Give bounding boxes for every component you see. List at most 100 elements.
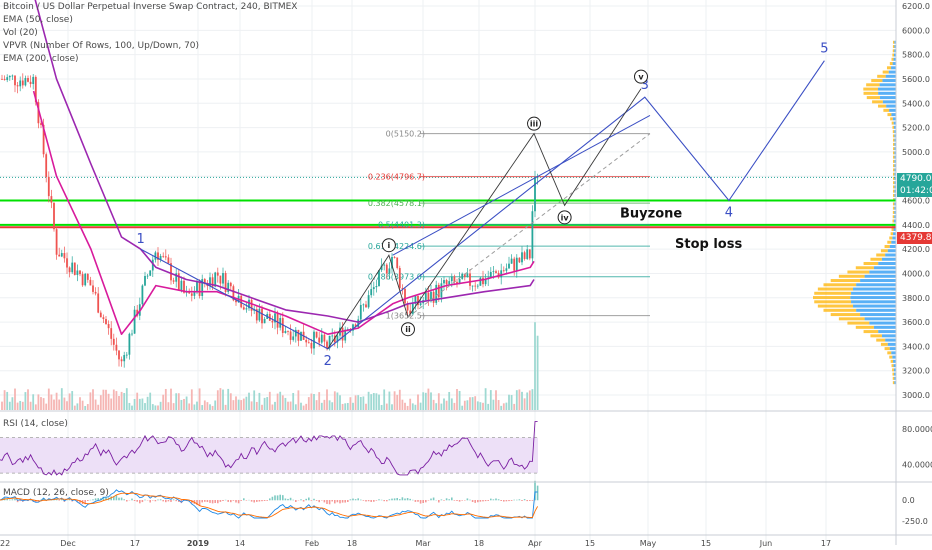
volume-bar <box>380 404 383 410</box>
volume-bar <box>53 399 55 410</box>
vpvr-row-down <box>892 53 895 57</box>
indicator-vpvr-label[interactable]: VPVR (Number Of Rows, 100, Up/Down, 70) <box>3 41 200 51</box>
volume-bar <box>404 402 406 410</box>
candle-body <box>492 271 495 273</box>
vpvr-row-up <box>894 185 896 189</box>
volume-bar <box>320 402 323 410</box>
macd-histogram-bar <box>414 500 417 502</box>
candle-body <box>24 78 27 86</box>
volume-bar <box>190 389 193 410</box>
macd-histogram-bar <box>469 499 471 501</box>
time-tick-label: 22 <box>0 539 10 548</box>
volume-bar <box>92 389 94 410</box>
candle-body <box>170 263 172 281</box>
volume-bar <box>534 322 536 410</box>
vpvr-row-down <box>892 147 895 151</box>
candle-body <box>414 295 417 304</box>
vpvr-row-up <box>885 253 896 257</box>
volume-bar <box>198 388 201 410</box>
macd-histogram-bar <box>131 498 133 501</box>
indicator-ema50-label[interactable]: EMA (50, close) <box>3 15 73 25</box>
rsi-label[interactable]: RSI (14, close) <box>3 419 68 429</box>
vpvr-row-down <box>892 176 895 180</box>
indicator-volume-label[interactable]: Vol (20) <box>3 28 38 38</box>
candle-body <box>102 317 105 320</box>
indicator-ema200-label[interactable]: EMA (200, close) <box>3 54 79 64</box>
volume-bar <box>323 399 326 410</box>
candle-body <box>510 258 513 264</box>
macd-histogram-bar <box>97 498 99 501</box>
candle-body <box>201 279 204 296</box>
candle-body <box>523 252 526 259</box>
volume-bar <box>216 390 219 410</box>
macd-histogram-bar <box>391 498 393 501</box>
macd-histogram-bar <box>222 500 224 501</box>
vpvr-row-down <box>830 313 861 317</box>
macd-label[interactable]: MACD (12, 26, close, 9) <box>3 488 109 498</box>
vpvr-row-down <box>887 351 892 355</box>
rsi-pane[interactable] <box>0 421 538 476</box>
candle-body <box>63 253 66 259</box>
candle-body <box>227 282 230 292</box>
candle-body <box>417 295 419 306</box>
candle-body <box>352 324 354 331</box>
vpvr-row-down <box>891 121 894 125</box>
price-tick-label: 5400.0 <box>902 99 930 108</box>
volume-bar <box>268 391 271 410</box>
vpvr-row-down <box>878 104 887 108</box>
volume-bar <box>279 391 282 410</box>
time-tick-label: 18 <box>474 539 484 548</box>
subwave-label: iv <box>561 213 570 222</box>
macd-histogram-bar <box>526 500 528 502</box>
vpvr-row-down <box>892 193 895 197</box>
macd-histogram-bar <box>206 500 209 503</box>
candle-body <box>3 79 6 81</box>
volume-bar <box>86 404 89 410</box>
vpvr-row-down <box>863 87 879 91</box>
candle-body <box>183 280 185 293</box>
volume-bar <box>120 391 123 410</box>
vpvr-row-up <box>894 176 896 180</box>
candle-body <box>42 124 45 155</box>
volume-bar <box>24 392 27 410</box>
candle-body <box>167 257 170 264</box>
volume-bar <box>414 404 417 410</box>
volume-bar <box>206 402 209 410</box>
candle-body <box>73 262 76 275</box>
vpvr-row-up <box>878 262 896 266</box>
candle-body <box>193 292 196 296</box>
candle-body <box>34 76 37 103</box>
macd-histogram-bar <box>84 500 86 505</box>
volume-bar <box>500 405 503 410</box>
macd-histogram-bar <box>289 497 292 501</box>
vpvr-row-up <box>894 189 896 193</box>
vpvr-row-up <box>894 49 896 53</box>
elliott-wave-label: 2 <box>324 354 332 369</box>
fibonacci-retracement[interactable]: 0(5150.2) 0.236(4796.7) 0.382(4578.1) 0.5(4… <box>368 130 650 321</box>
candle-body <box>45 154 48 177</box>
vpvr-row-up <box>860 279 896 283</box>
vpvr-row-down <box>892 376 895 380</box>
macd-pane[interactable] <box>0 480 539 519</box>
candle-body <box>432 291 435 303</box>
vpvr-row-down <box>889 236 893 240</box>
vpvr-row-down <box>892 210 895 214</box>
candle-body <box>107 324 110 329</box>
price-tick-label: 6200.0 <box>902 2 930 11</box>
vpvr-row-up <box>886 104 896 108</box>
candle-body <box>292 336 295 340</box>
macd-histogram-bar <box>471 500 474 503</box>
time-tick-label: Dec <box>60 539 75 548</box>
vpvr-row-up <box>893 227 896 231</box>
elliott-wave-label: 5 <box>820 42 828 57</box>
vpvr-row-down <box>887 113 892 117</box>
volume-bar <box>164 388 167 410</box>
macd-histogram-bar <box>313 498 315 501</box>
vpvr-row-down <box>892 185 895 189</box>
elliott-wave-projection[interactable] <box>140 60 825 350</box>
volume-bar <box>261 404 263 410</box>
volume-bar <box>60 388 63 410</box>
candle-body <box>40 123 42 125</box>
vpvr-row-down <box>863 330 879 334</box>
